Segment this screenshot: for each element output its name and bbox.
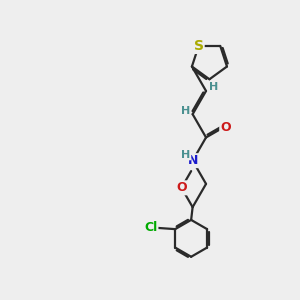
Text: H: H	[209, 82, 218, 92]
Text: N: N	[188, 154, 198, 167]
Text: H: H	[182, 150, 191, 160]
Text: O: O	[176, 181, 187, 194]
Text: Cl: Cl	[144, 221, 158, 234]
Text: O: O	[220, 121, 231, 134]
Text: H: H	[181, 106, 190, 116]
Text: S: S	[194, 39, 204, 53]
